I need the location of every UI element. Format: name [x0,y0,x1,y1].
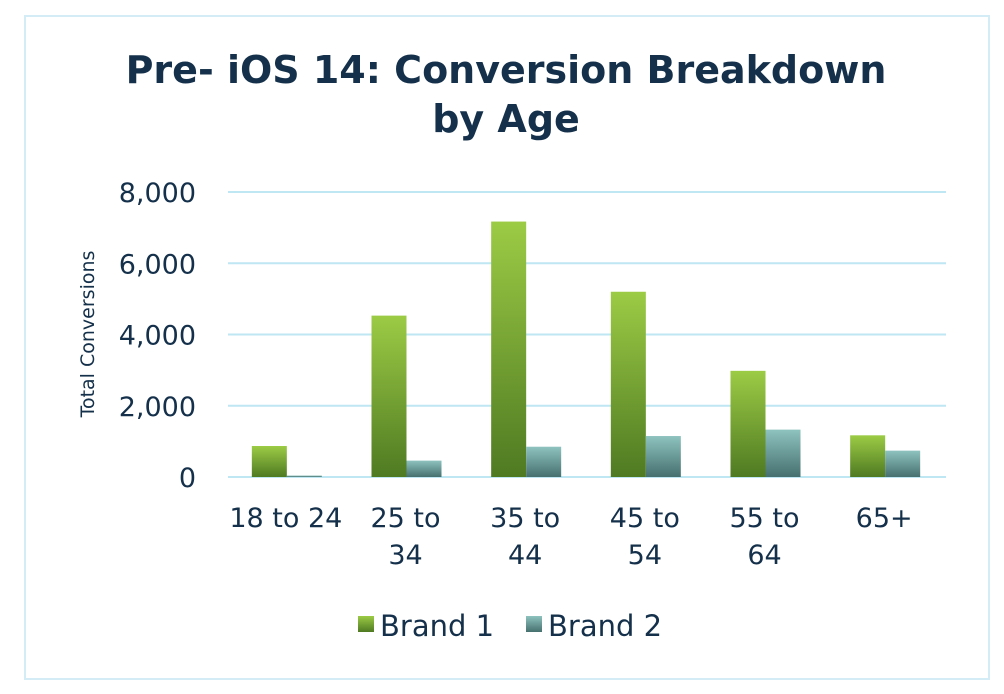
bars [251,221,921,477]
bar-brand-1 [251,446,287,477]
x-tick-label: 35 to [490,503,560,534]
bar-brand-1 [491,221,527,477]
bar-brand-1 [850,435,886,477]
bar-brand-2 [406,460,442,477]
y-axis-label: Total Conversions [77,251,99,419]
bar-brand-2 [885,450,921,477]
y-tick-label: 0 [179,463,196,494]
x-tick-label: 25 to [370,503,440,534]
x-tick-label: 18 to 24 [229,503,342,534]
bar-brand-2 [526,446,562,477]
x-tick-label: 55 to [729,503,799,534]
x-tick-label: 44 [508,540,542,571]
legend: Brand 1 Brand 2 [358,609,662,643]
chart-title-line-2: by Age [432,97,580,141]
x-tick-label: 54 [628,540,662,571]
bar-brand-2 [286,475,322,477]
bar-brand-1 [371,315,407,477]
chart-title-line-1: Pre- iOS 14: Conversion Breakdown [126,48,887,92]
bar-brand-2 [645,436,681,477]
y-tick-label: 2,000 [119,392,196,423]
x-axis-ticks: 18 to 24 25 to 34 35 to 44 45 to 54 55 to 64 65+ [229,503,912,571]
legend-label-2: Brand 2 [548,609,662,643]
bar-brand-1 [730,370,766,477]
x-tick-label: 45 to [610,503,680,534]
y-tick-label: 4,000 [119,321,196,352]
x-tick-label: 65+ [856,503,913,534]
y-tick-label: 6,000 [119,249,196,280]
bar-brand-2 [765,429,801,477]
gridlines [228,191,946,478]
y-tick-label: 8,000 [119,178,196,209]
x-tick-label: 34 [388,540,422,571]
legend-swatch-1 [358,616,374,632]
y-axis-ticks: 8,000 6,000 4,000 2,000 0 [119,178,196,494]
legend-swatch-2 [526,616,542,632]
legend-label-1: Brand 1 [380,609,494,643]
x-tick-label: 64 [747,540,781,571]
bar-brand-1 [610,291,646,477]
